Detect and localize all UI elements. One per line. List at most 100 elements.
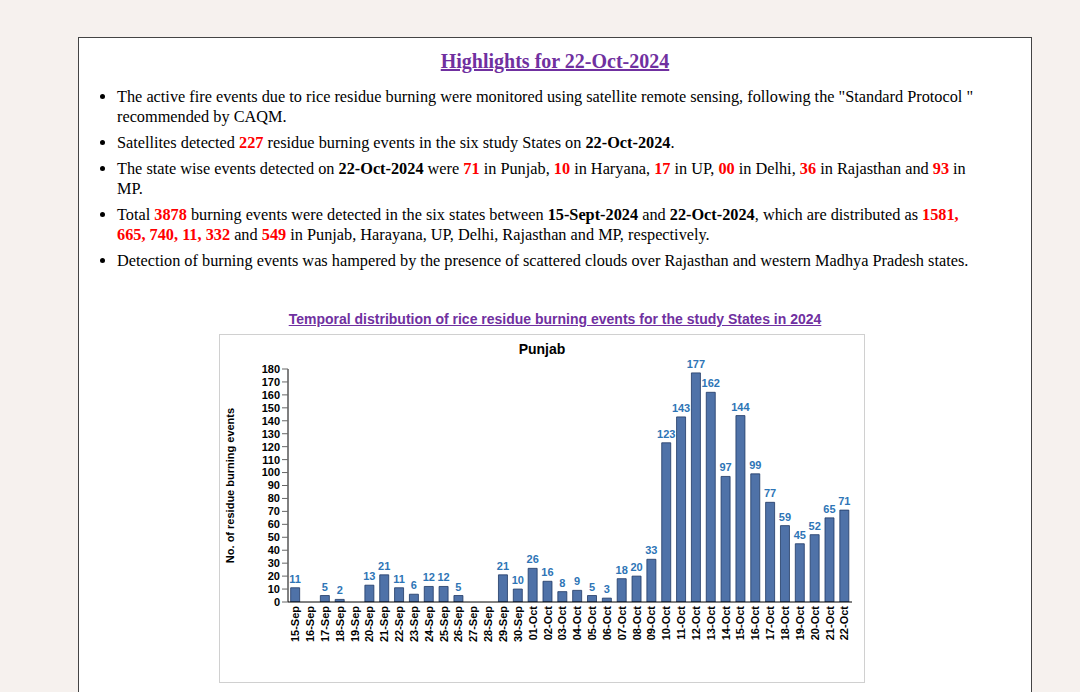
svg-text:143: 143 — [672, 402, 690, 414]
svg-text:20-Sep: 20-Sep — [363, 606, 375, 642]
svg-text:5: 5 — [589, 581, 595, 593]
svg-text:11: 11 — [289, 573, 301, 585]
svg-text:21: 21 — [378, 560, 390, 572]
svg-text:99: 99 — [749, 459, 761, 471]
svg-text:6: 6 — [411, 579, 417, 591]
svg-text:21-Oct: 21-Oct — [824, 606, 836, 641]
svg-text:22-Sep: 22-Sep — [393, 606, 405, 642]
svg-text:177: 177 — [687, 358, 705, 370]
svg-text:110: 110 — [262, 454, 280, 466]
svg-text:100: 100 — [262, 466, 280, 478]
svg-text:07-Oct: 07-Oct — [616, 606, 628, 641]
svg-text:11: 11 — [393, 573, 405, 585]
svg-text:120: 120 — [262, 441, 280, 453]
svg-text:10: 10 — [268, 583, 280, 595]
svg-text:77: 77 — [764, 487, 776, 499]
svg-text:16: 16 — [541, 566, 553, 578]
svg-text:20: 20 — [268, 570, 280, 582]
svg-text:5: 5 — [455, 581, 461, 593]
svg-text:19-Sep: 19-Sep — [349, 606, 361, 642]
html-text:The state wise events detected: The state wise events detected on 22-Oct… — [117, 159, 966, 198]
svg-text:17-Sep: 17-Sep — [319, 606, 331, 642]
svg-text:21-Sep: 21-Sep — [378, 606, 390, 642]
svg-text:65: 65 — [823, 503, 835, 515]
svg-text:2: 2 — [337, 584, 343, 596]
svg-text:20: 20 — [630, 561, 642, 573]
svg-text:60: 60 — [268, 518, 280, 530]
svg-text:25-Sep: 25-Sep — [438, 606, 450, 642]
html-text:The active fire events due to: The active fire events due to rice resid… — [117, 87, 974, 126]
svg-text:130: 130 — [262, 428, 280, 440]
svg-text:16-Oct: 16-Oct — [749, 606, 761, 641]
svg-text:144: 144 — [731, 401, 750, 413]
svg-text:24-Sep: 24-Sep — [423, 606, 435, 642]
svg-text:04-Oct: 04-Oct — [571, 606, 583, 641]
svg-text:50: 50 — [268, 531, 280, 543]
svg-text:3: 3 — [604, 583, 610, 595]
svg-text:No. of residue burning events: No. of residue burning events — [224, 408, 236, 563]
svg-text:18-Sep: 18-Sep — [334, 606, 346, 642]
svg-text:70: 70 — [268, 505, 280, 517]
svg-text:17-Oct: 17-Oct — [764, 606, 776, 641]
html-text:Highlights for 22-Oct-2024: Highlights for 22-Oct-2024 — [440, 50, 670, 72]
svg-text:18: 18 — [616, 564, 628, 576]
svg-text:26-Sep: 26-Sep — [452, 606, 464, 642]
svg-text:03-Oct: 03-Oct — [556, 606, 568, 641]
svg-text:20-Oct: 20-Oct — [809, 606, 821, 641]
svg-text:59: 59 — [779, 511, 791, 523]
svg-text:180: 180 — [262, 363, 280, 375]
svg-text:150: 150 — [262, 402, 280, 414]
svg-text:5: 5 — [322, 581, 328, 593]
html-text:Temporal distribution of rice: Temporal distribution of rice residue bu… — [288, 311, 822, 327]
svg-text:06-Oct: 06-Oct — [601, 606, 613, 641]
svg-text:0: 0 — [274, 596, 280, 608]
svg-text:170: 170 — [262, 376, 280, 388]
svg-text:26: 26 — [527, 553, 539, 565]
svg-text:8: 8 — [559, 577, 565, 589]
svg-text:9: 9 — [574, 575, 580, 587]
svg-text:160: 160 — [262, 389, 280, 401]
svg-text:123: 123 — [657, 428, 675, 440]
svg-text:45: 45 — [794, 529, 806, 541]
svg-text:10: 10 — [512, 574, 524, 586]
svg-text:162: 162 — [702, 377, 720, 389]
svg-text:33: 33 — [645, 544, 657, 556]
html-text:Punjab: Punjab — [518, 341, 566, 357]
svg-text:27-Sep: 27-Sep — [467, 606, 479, 642]
svg-text:12: 12 — [437, 571, 449, 583]
svg-text:40: 40 — [268, 544, 280, 556]
svg-text:01-Oct: 01-Oct — [527, 606, 539, 641]
html-text:Detection of burning events wa: Detection of burning events was hampered… — [117, 251, 969, 270]
svg-text:15-Sep: 15-Sep — [289, 606, 301, 642]
svg-text:28-Sep: 28-Sep — [482, 606, 494, 642]
svg-text:30-Sep: 30-Sep — [512, 606, 524, 642]
svg-text:12: 12 — [423, 571, 435, 583]
svg-text:13-Oct: 13-Oct — [705, 606, 717, 641]
svg-text:18-Oct: 18-Oct — [779, 606, 791, 641]
svg-text:71: 71 — [838, 495, 850, 507]
svg-text:80: 80 — [268, 492, 280, 504]
svg-text:10-Oct: 10-Oct — [660, 606, 672, 641]
svg-text:13: 13 — [363, 570, 375, 582]
svg-text:11-Oct: 11-Oct — [675, 606, 687, 640]
svg-text:19-Oct: 19-Oct — [794, 606, 806, 641]
svg-text:02-Oct: 02-Oct — [542, 606, 554, 641]
svg-text:29-Sep: 29-Sep — [497, 606, 509, 642]
svg-text:05-Oct: 05-Oct — [586, 606, 598, 641]
svg-text:08-Oct: 08-Oct — [631, 606, 643, 641]
svg-text:14-Oct: 14-Oct — [720, 606, 732, 641]
svg-text:23-Sep: 23-Sep — [408, 606, 420, 642]
svg-text:16-Sep: 16-Sep — [304, 606, 316, 642]
svg-text:90: 90 — [268, 479, 280, 491]
svg-text:140: 140 — [262, 415, 280, 427]
svg-text:30: 30 — [268, 557, 280, 569]
svg-text:97: 97 — [719, 461, 731, 473]
svg-text:22-Oct: 22-Oct — [838, 606, 850, 641]
svg-text:09-Oct: 09-Oct — [645, 606, 657, 641]
html-text:Satellites detected 227 residu: Satellites detected 227 residue burning … — [117, 133, 675, 152]
svg-text:12-Oct: 12-Oct — [690, 606, 702, 641]
svg-text:52: 52 — [809, 520, 821, 532]
svg-text:15-Oct: 15-Oct — [734, 606, 746, 641]
html-text:Total 3878 burning events were: Total 3878 burning events were detected … — [117, 205, 959, 244]
svg-text:21: 21 — [497, 560, 509, 572]
